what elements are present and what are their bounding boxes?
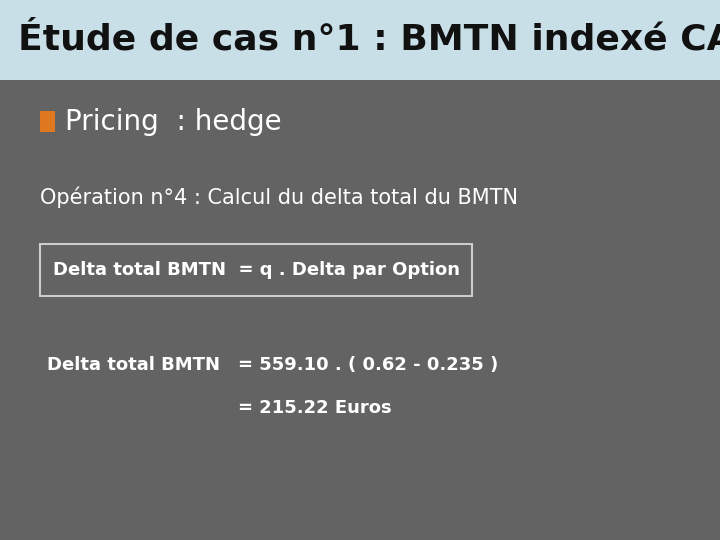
Bar	[40, 244, 472, 296]
Text: Pricing  : hedge: Pricing : hedge	[65, 107, 282, 136]
Text: Delta total BMTN  = q . Delta par Option: Delta total BMTN = q . Delta par Option	[53, 261, 459, 279]
Text: = 215.22 Euros: = 215.22 Euros	[238, 399, 391, 417]
Text: Étude de cas n°1 : BMTN indexé CAC: Étude de cas n°1 : BMTN indexé CAC	[18, 23, 720, 57]
Text: Delta total BMTN: Delta total BMTN	[47, 355, 220, 374]
Bar	[40, 111, 55, 132]
Bar	[0, 0, 720, 80]
Text: Opération n°4 : Calcul du delta total du BMTN: Opération n°4 : Calcul du delta total du…	[40, 186, 518, 208]
Text: = 559.10 . ( 0.62 - 0.235 ): = 559.10 . ( 0.62 - 0.235 )	[238, 355, 498, 374]
